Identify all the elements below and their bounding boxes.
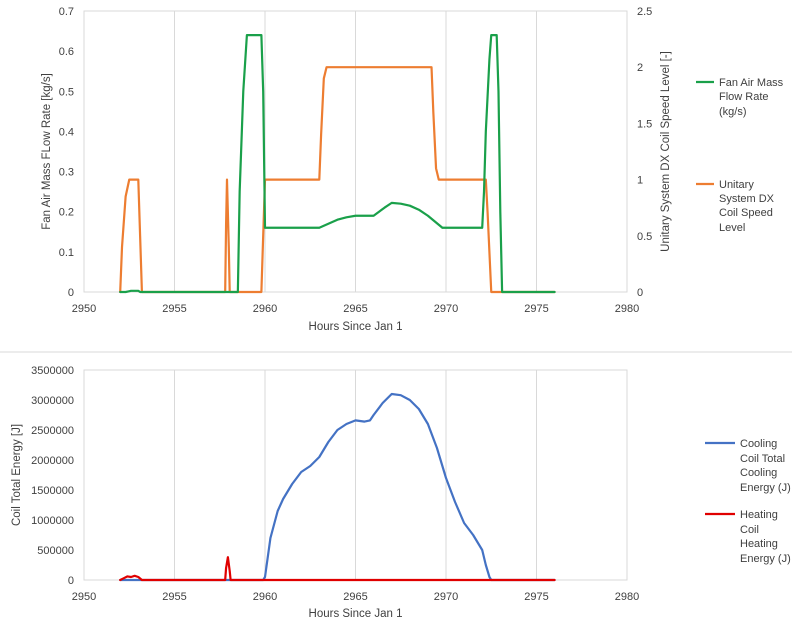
x-axis-title: Hours Since Jan 1 bbox=[309, 608, 403, 620]
y2-tick-label: 1.5 bbox=[637, 118, 652, 130]
y-tick-label: 0.2 bbox=[59, 207, 74, 219]
y-tick-label: 0.4 bbox=[59, 126, 74, 138]
series-line-1 bbox=[119, 33, 556, 294]
plot-area bbox=[83, 10, 628, 293]
y-tick-label: 1500000 bbox=[31, 485, 74, 497]
x-tick-label: 2965 bbox=[343, 303, 367, 315]
chart-2: 2950 2955 2960 2965 2970 2975 2980 0 500000 10000… bbox=[11, 365, 791, 620]
legend-label-1: Cooling bbox=[740, 438, 777, 450]
legend-label-2: Coil Speed bbox=[719, 207, 773, 219]
x-tick-label: 2960 bbox=[253, 591, 277, 603]
x-tick-label: 2950 bbox=[72, 303, 96, 315]
x-tick-label: 2980 bbox=[615, 591, 639, 603]
y-tick-label: 0 bbox=[68, 575, 74, 587]
series-line-1 bbox=[119, 392, 556, 582]
x-axis-title: Hours Since Jan 1 bbox=[309, 321, 403, 333]
x-tick-label: 2975 bbox=[524, 591, 548, 603]
legend-label-2: System DX bbox=[719, 193, 775, 205]
legend-label-2: Heating bbox=[740, 509, 778, 521]
legend-label-2: Coil bbox=[740, 524, 759, 536]
y-tick-label: 1000000 bbox=[31, 515, 74, 527]
legend-label-1: Fan Air Mass bbox=[719, 77, 784, 89]
y-tick-label: 2000000 bbox=[31, 455, 74, 467]
y-tick-label: 3000000 bbox=[31, 395, 74, 407]
series-line-2 bbox=[119, 556, 556, 582]
legend-label-1: (kg/s) bbox=[719, 106, 747, 118]
y2-tick-label: 0.5 bbox=[637, 231, 652, 243]
y-tick-label: 0.1 bbox=[59, 247, 74, 259]
y-tick-label: 0.3 bbox=[59, 167, 74, 179]
legend-label-1: Flow Rate bbox=[719, 91, 769, 103]
y2-tick-label: 1 bbox=[637, 175, 643, 187]
x-tick-label: 2955 bbox=[162, 591, 186, 603]
x-tick-label: 2960 bbox=[253, 303, 277, 315]
legend-label-2: Energy (J) bbox=[740, 553, 791, 565]
legend-label-2: Heating bbox=[740, 538, 778, 550]
y2-axis-title: Unitary System DX Coil Speed Level [-] bbox=[660, 51, 672, 252]
y-tick-label: 0.6 bbox=[59, 46, 74, 58]
x-tick-label: 2950 bbox=[72, 591, 96, 603]
y2-tick-label: 0 bbox=[637, 287, 643, 299]
chart-1: 2950 2955 2960 2965 2970 2975 2980 0 0.1 0.2 0.3 0.… bbox=[41, 6, 784, 333]
y2-tick-label: 2 bbox=[637, 62, 643, 74]
x-tick-label: 2965 bbox=[343, 591, 367, 603]
legend-label-2: Level bbox=[719, 222, 745, 234]
y-tick-label: 0 bbox=[68, 287, 74, 299]
x-tick-label: 2970 bbox=[434, 591, 458, 603]
y-axis-title: Fan Air Mass FLow Rate [kg/s] bbox=[41, 73, 53, 230]
y-tick-label: 0.5 bbox=[59, 86, 74, 98]
legend-label-1: Coil Total bbox=[740, 453, 785, 465]
y-tick-label: 3500000 bbox=[31, 365, 74, 377]
y-axis-title: Coil Total Energy [J] bbox=[11, 424, 23, 526]
y-tick-label: 500000 bbox=[37, 545, 74, 557]
legend-label-1: Cooling bbox=[740, 467, 777, 479]
x-tick-label: 2970 bbox=[434, 303, 458, 315]
legend-label-2: Unitary bbox=[719, 179, 754, 191]
x-tick-label: 2980 bbox=[615, 303, 639, 315]
y-tick-label: 0.7 bbox=[59, 6, 74, 18]
y2-tick-label: 2.5 bbox=[637, 6, 652, 18]
x-tick-label: 2955 bbox=[162, 303, 186, 315]
series-line-2 bbox=[119, 66, 556, 294]
y-tick-label: 2500000 bbox=[31, 425, 74, 437]
x-tick-label: 2975 bbox=[524, 303, 548, 315]
legend-label-1: Energy (J) bbox=[740, 482, 791, 494]
